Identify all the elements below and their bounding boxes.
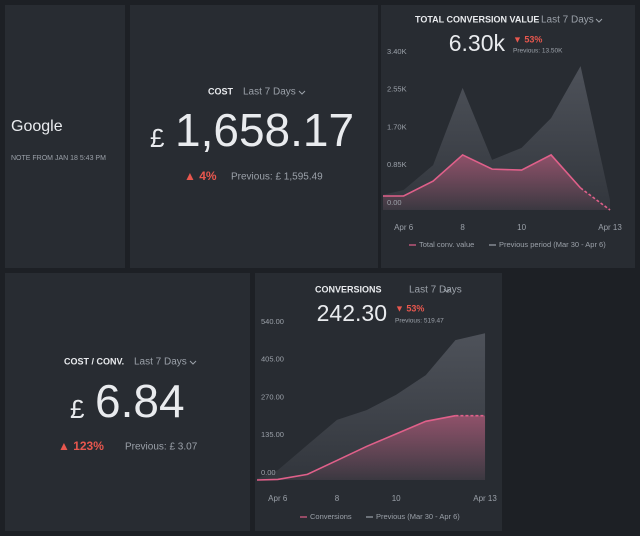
x-tick-label: 8 xyxy=(460,223,465,232)
x-tick-label: Apr 13 xyxy=(473,494,497,503)
period-selector[interactable]: Last 7 Days xyxy=(541,15,594,26)
dropdown-chevron[interactable] xyxy=(443,288,451,293)
cost-per-conv-panel xyxy=(5,273,250,531)
big-value: 6.30k xyxy=(449,30,506,56)
legend-label: Previous period (Mar 30 - Apr 6) xyxy=(499,240,606,249)
series-line xyxy=(383,153,582,197)
y-tick-label: 540.00 xyxy=(261,317,284,326)
change: ▼ 53% xyxy=(513,34,542,44)
y-tick-label: 0.85K xyxy=(387,160,407,169)
currency: £ xyxy=(70,394,85,424)
y-tick-label: 405.00 xyxy=(261,355,284,364)
previous: Previous: £ 1,595.49 xyxy=(231,172,323,183)
series-line-partial xyxy=(580,187,611,211)
x-tick-label: 10 xyxy=(392,494,401,503)
period-selector[interactable]: Last 7 Days xyxy=(243,87,296,98)
series-area xyxy=(257,415,486,480)
big-value: 6.84 xyxy=(95,375,185,427)
y-tick-label: 270.00 xyxy=(261,392,284,401)
widget-title: COST / CONV. xyxy=(64,356,124,366)
note-subtitle: NOTE FROM JAN 18 5:43 PM xyxy=(11,155,106,162)
previous: Previous: 519.47 xyxy=(395,318,444,325)
y-tick-label: 3.40K xyxy=(387,47,407,56)
dropdown-chevron[interactable] xyxy=(595,18,603,23)
widget-title: COST xyxy=(208,86,234,96)
previous: Previous: £ 3.07 xyxy=(125,442,198,453)
currency: £ xyxy=(150,123,165,153)
big-value: 242.30 xyxy=(317,300,387,326)
x-tick-label: Apr 6 xyxy=(268,494,288,503)
legend-label: Total conv. value xyxy=(419,240,474,249)
legend-label: Previous (Mar 30 - Apr 6) xyxy=(376,512,460,521)
note-panel xyxy=(5,5,125,268)
y-tick-label: 2.55K xyxy=(387,85,407,94)
x-tick-label: 10 xyxy=(517,223,526,232)
y-tick-label: 0.00 xyxy=(261,468,276,477)
series-area xyxy=(383,154,611,210)
legend-label: Conversions xyxy=(310,512,352,521)
conversion-value-panel xyxy=(381,5,635,268)
note-title: Google xyxy=(11,118,63,135)
change: ▲ 123% xyxy=(58,439,104,453)
previous: Previous: 13.50K xyxy=(513,48,563,55)
dropdown-chevron[interactable] xyxy=(189,360,197,365)
cost-panel xyxy=(130,5,378,268)
change: ▼ 53% xyxy=(395,303,424,313)
series-line xyxy=(256,414,456,481)
x-tick-label: 8 xyxy=(335,494,340,503)
y-tick-label: 1.70K xyxy=(387,122,407,131)
y-tick-label: 0.00 xyxy=(387,198,402,207)
x-tick-label: Apr 6 xyxy=(394,223,414,232)
big-value: 1,658.17 xyxy=(175,104,354,156)
change: ▲ 4% xyxy=(184,169,217,183)
period-selector[interactable]: Last 7 Days xyxy=(134,357,187,368)
dropdown-chevron[interactable] xyxy=(298,90,306,95)
y-tick-label: 135.00 xyxy=(261,430,284,439)
x-tick-label: Apr 13 xyxy=(598,223,622,232)
chart-title: CONVERSIONS xyxy=(315,284,382,294)
period-selector[interactable]: Last 7 Days xyxy=(409,285,462,296)
chart-title: TOTAL CONVERSION VALUE xyxy=(415,14,539,24)
